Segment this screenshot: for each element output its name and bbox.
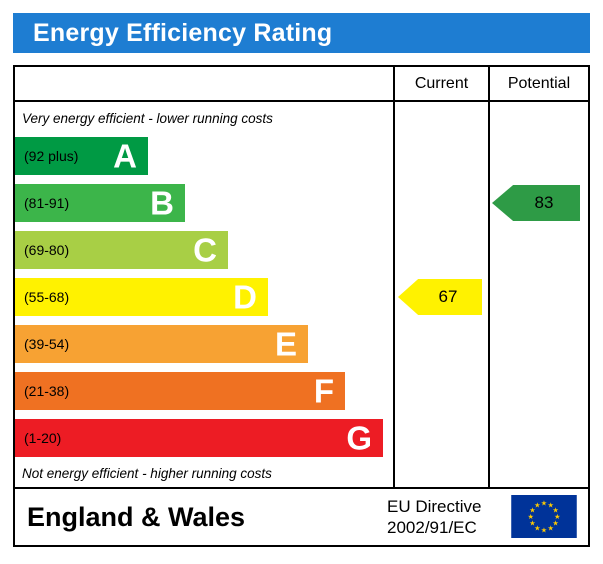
current-rating-arrow: 67: [398, 279, 482, 315]
svg-text:★: ★: [541, 499, 547, 508]
band-bar-c: (69-80) C: [15, 231, 228, 269]
svg-text:★: ★: [547, 524, 553, 533]
band-bar-f: (21-38) F: [15, 372, 345, 410]
current-rating-value: 67: [438, 287, 458, 306]
eu-flag-icon: ★ ★★★★★★★★★★★: [511, 495, 577, 538]
current-column-divider: [393, 67, 395, 487]
band-bar-e: (39-54) E: [15, 325, 308, 363]
band-letter: B: [150, 184, 174, 222]
band-bar-d: (55-68) D: [15, 278, 268, 316]
svg-text:★: ★: [554, 512, 560, 521]
band-range: (1-20): [24, 430, 62, 446]
svg-text:★: ★: [529, 519, 535, 528]
band-letter: E: [274, 325, 297, 363]
column-header-potential: Potential: [507, 75, 571, 92]
band-range: (92 plus): [24, 148, 79, 164]
band-bar-a: (92 plus) A: [15, 137, 148, 175]
eu-directive-line2: 2002/91/EC: [387, 518, 477, 537]
eu-directive-line1: EU Directive: [387, 497, 482, 516]
header-divider: [15, 100, 588, 102]
title-bar: Energy Efficiency Rating: [13, 13, 590, 53]
eu-directive-label: EU Directive 2002/91/EC: [387, 496, 481, 538]
band-range: (21-38): [24, 383, 70, 399]
svg-text:★: ★: [552, 519, 558, 528]
rating-table: Current Potential Very energy efficient …: [13, 65, 590, 547]
band-range: (81-91): [24, 195, 70, 211]
svg-text:★: ★: [547, 500, 553, 509]
band-bar-g: (1-20) G: [15, 419, 383, 457]
potential-rating-value: 83: [534, 193, 554, 212]
band-letter: F: [313, 372, 334, 410]
bottom-note: Not energy efficient - higher running co…: [22, 466, 272, 481]
band-range: (55-68): [24, 289, 70, 305]
band-letter: C: [193, 231, 217, 269]
svg-text:★: ★: [529, 505, 535, 514]
svg-text:★: ★: [534, 524, 540, 533]
top-note: Very energy efficient - lower running co…: [22, 111, 273, 126]
band-range: (69-80): [24, 242, 70, 258]
potential-rating-arrow: 83: [492, 185, 580, 221]
band-range: (39-54): [24, 336, 70, 352]
svg-text:★: ★: [534, 500, 540, 509]
column-header-current: Current: [414, 75, 469, 92]
page-title: Energy Efficiency Rating: [33, 18, 333, 47]
potential-column-divider: [488, 67, 490, 487]
svg-text:★: ★: [541, 525, 547, 534]
footer-divider: [15, 487, 588, 489]
region-label: England & Wales: [27, 502, 246, 532]
band-bar-b: (81-91) B: [15, 184, 185, 222]
band-letter: G: [346, 419, 372, 457]
band-letter: D: [233, 278, 257, 316]
band-letter: A: [113, 137, 137, 175]
svg-text:★: ★: [527, 512, 533, 521]
svg-text:★: ★: [552, 505, 558, 514]
